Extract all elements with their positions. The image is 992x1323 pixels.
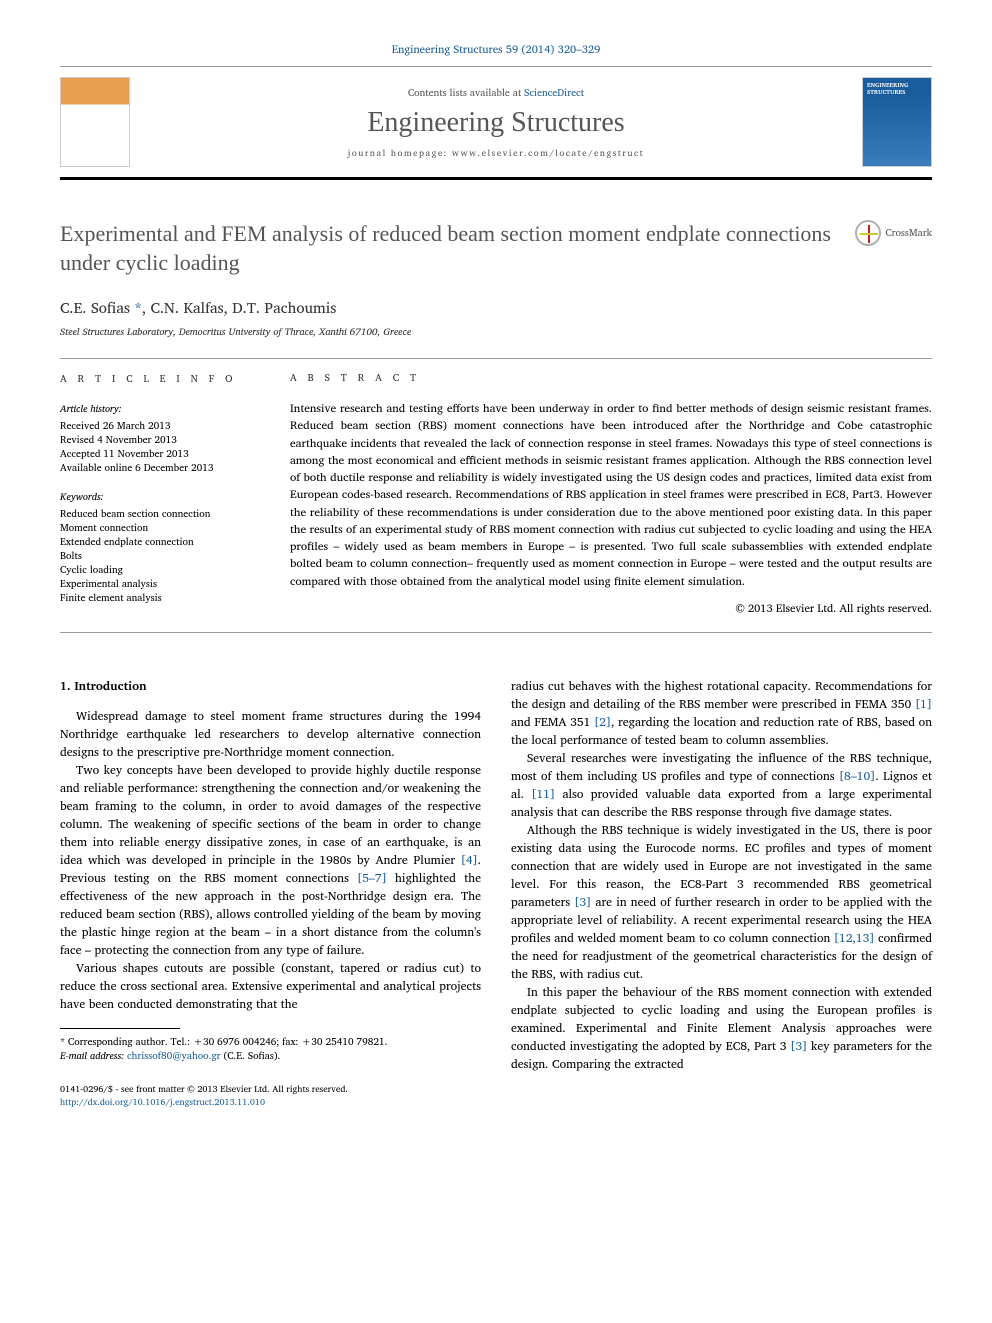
email-link[interactable]: chrissof80@yahoo.gr	[127, 1048, 221, 1064]
contents-prefix: Contents lists available at	[408, 85, 524, 101]
email-suffix: (C.E. Sofias).	[223, 1048, 280, 1064]
crossmark-icon	[855, 220, 881, 246]
body-paragraph: Various shapes cutouts are possible (con…	[60, 960, 481, 1014]
body-paragraph: radius cut behaves with the highest rota…	[511, 678, 932, 750]
keyword: Moment connection	[60, 521, 260, 535]
history-revised: Revised 4 November 2013	[60, 433, 260, 447]
crossmark-label: CrossMark	[885, 225, 932, 241]
body-paragraph: Widespread damage to steel moment frame …	[60, 708, 481, 762]
section-heading-introduction: 1. Introduction	[60, 678, 481, 696]
abstract-text: Intensive research and testing efforts h…	[290, 400, 932, 590]
authors-rest: , C.N. Kalfas, D.T. Pachoumis	[142, 295, 336, 320]
email-label: E-mail address:	[60, 1048, 124, 1064]
history-accepted: Accepted 11 November 2013	[60, 447, 260, 461]
citation-link[interactable]: [4]	[461, 851, 478, 870]
history-online: Available online 6 December 2013	[60, 461, 260, 475]
homepage-prefix: journal homepage:	[348, 145, 452, 160]
body-paragraph: Two key concepts have been developed to …	[60, 762, 481, 960]
body-column-left: 1. Introduction Widespread damage to ste…	[60, 678, 481, 1108]
keyword: Extended endplate connection	[60, 535, 260, 549]
text-run: radius cut behaves with the highest rota…	[511, 677, 932, 714]
keyword: Reduced beam section connection	[60, 507, 260, 521]
history-received: Received 26 March 2013	[60, 419, 260, 433]
sciencedirect-link[interactable]: ScienceDirect	[524, 85, 584, 101]
homepage-line: journal homepage: www.elsevier.com/locat…	[130, 145, 862, 160]
text-run: Two key concepts have been developed to …	[60, 761, 481, 870]
footnote-contact: * Corresponding author. Tel.: +30 6976 0…	[60, 1035, 481, 1049]
abstract-column: a b s t r a c t Intensive research and t…	[290, 371, 932, 616]
citation-link[interactable]: [3]	[790, 1037, 807, 1056]
author-corresponding: C.E. Sofias	[60, 295, 130, 320]
journal-name: Engineering Structures	[130, 107, 862, 139]
citation-link[interactable]: [8–10]	[839, 767, 875, 786]
contents-line: Contents lists available at ScienceDirec…	[130, 85, 862, 101]
article-info-label: a r t i c l e i n f o	[60, 371, 260, 387]
keyword: Experimental analysis	[60, 577, 260, 591]
publisher-logo	[60, 77, 130, 167]
journal-reference: Engineering Structures 59 (2014) 320–329	[60, 40, 932, 58]
keyword: Finite element analysis	[60, 591, 260, 605]
text-run: also provided valuable data exported fro…	[511, 785, 932, 822]
citation-link[interactable]: [2]	[594, 713, 611, 732]
article-info-column: a r t i c l e i n f o Article history: R…	[60, 371, 260, 616]
corresponding-marker: *	[134, 295, 142, 320]
body-column-right: radius cut behaves with the highest rota…	[511, 678, 932, 1108]
footnote-separator	[60, 1028, 180, 1029]
citation-link[interactable]: [3]	[574, 893, 591, 912]
keyword: Cyclic loading	[60, 563, 260, 577]
abstract-label: a b s t r a c t	[290, 371, 932, 386]
keyword: Bolts	[60, 549, 260, 563]
citation-link[interactable]: [1]	[915, 695, 932, 714]
journal-header: Contents lists available at ScienceDirec…	[60, 66, 932, 180]
citation-link[interactable]: [11]	[531, 785, 555, 804]
body-paragraph: In this paper the behaviour of the RBS m…	[511, 984, 932, 1074]
divider	[60, 358, 932, 359]
authors-line: C.E. Sofias *, C.N. Kalfas, D.T. Pachoum…	[60, 295, 932, 320]
homepage-url[interactable]: www.elsevier.com/locate/engstruct	[452, 145, 644, 160]
affiliation: Steel Structures Laboratory, Democritus …	[60, 324, 932, 340]
keywords-label: Keywords:	[60, 489, 260, 505]
citation-link[interactable]: [12,13]	[834, 929, 875, 948]
text-run: and FEMA 351	[511, 713, 594, 732]
body-paragraph: Several researches were investigating th…	[511, 750, 932, 822]
corresponding-footnote: * Corresponding author. Tel.: +30 6976 0…	[60, 1035, 481, 1063]
doi-link[interactable]: http://dx.doi.org/10.1016/j.engstruct.20…	[60, 1094, 265, 1109]
history-label: Article history:	[60, 401, 260, 417]
body-paragraph: Although the RBS technique is widely inv…	[511, 822, 932, 984]
citation-link[interactable]: [5–7]	[357, 869, 387, 888]
journal-cover-thumbnail	[862, 77, 932, 167]
article-title: Experimental and FEM analysis of reduced…	[60, 220, 835, 277]
crossmark-badge[interactable]: CrossMark	[855, 220, 932, 246]
footer-bar: 0141-0296/$ - see front matter © 2013 El…	[60, 1083, 481, 1108]
copyright-line: © 2013 Elsevier Ltd. All rights reserved…	[290, 600, 932, 617]
